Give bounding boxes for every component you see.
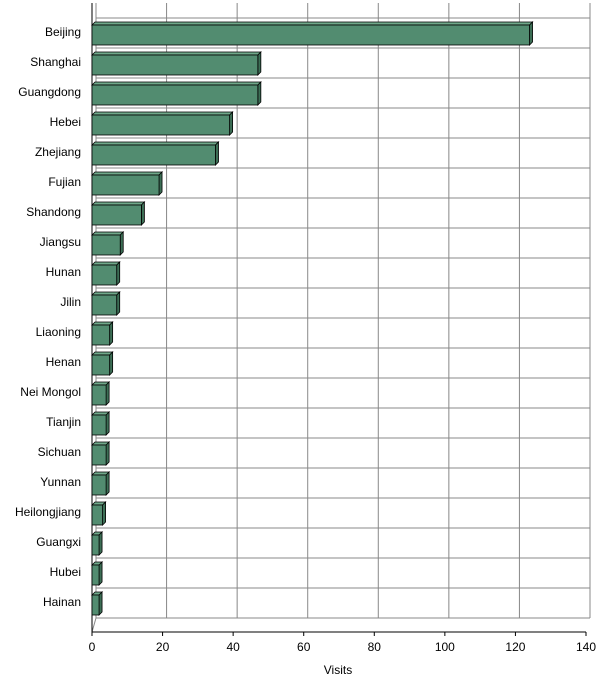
- bar-side: [102, 501, 106, 526]
- bar-side: [116, 291, 121, 316]
- bar-side: [215, 141, 219, 166]
- bar-side: [229, 111, 234, 136]
- bar: [91, 264, 118, 286]
- bar: [91, 294, 118, 316]
- x-tick-label: 140: [576, 640, 596, 654]
- y-tick-label: Hunan: [46, 265, 81, 279]
- bar-side: [116, 261, 121, 286]
- bar: [91, 204, 142, 226]
- bar-top: [91, 141, 220, 146]
- x-tick-label: 100: [435, 640, 455, 654]
- y-tick-label: Hubei: [50, 565, 81, 579]
- y-tick-label: Henan: [46, 355, 81, 369]
- x-tick-label: 40: [226, 640, 240, 654]
- bar: [91, 564, 100, 586]
- bar: [91, 24, 530, 46]
- x-tick-label: 80: [368, 640, 382, 654]
- bar-side: [105, 441, 110, 466]
- bar-top: [91, 231, 125, 236]
- x-axis-label: Visits: [324, 663, 352, 677]
- y-tick-label: Beijing: [45, 25, 81, 39]
- y-tick-label: Hebei: [50, 115, 81, 129]
- x-tick-label: 0: [89, 640, 96, 654]
- bar-top: [91, 171, 164, 176]
- bar-side: [105, 471, 110, 496]
- bar-side: [257, 51, 262, 76]
- bar-top: [91, 261, 121, 266]
- bar-top: [91, 111, 234, 116]
- bar: [91, 414, 107, 436]
- bar: [91, 84, 259, 106]
- bar: [91, 474, 107, 496]
- y-tick-label: Jiangsu: [40, 235, 81, 249]
- y-tick-label: Jilin: [60, 295, 81, 309]
- y-tick-label: Guangdong: [18, 85, 81, 99]
- bar: [91, 174, 160, 196]
- y-tick-label: Heilongjiang: [15, 505, 81, 519]
- bar: [91, 354, 111, 376]
- bar: [91, 444, 107, 466]
- bar-side: [257, 81, 262, 106]
- y-tick-label: Tianjin: [46, 415, 81, 429]
- bar-side: [98, 591, 103, 616]
- bar: [91, 324, 111, 346]
- y-tick-label: Nei Mongol: [20, 385, 81, 399]
- bar-side: [109, 321, 114, 346]
- y-tick-label: Guangxi: [36, 535, 81, 549]
- bar: [91, 114, 231, 136]
- bar-top: [91, 21, 534, 26]
- bar-top: [91, 51, 262, 56]
- y-tick-label: Shanghai: [30, 55, 81, 69]
- y-tick-label: Liaoning: [36, 325, 81, 339]
- x-tick-label: 60: [297, 640, 311, 654]
- bar-side: [529, 21, 533, 46]
- y-tick-label: Fujian: [48, 175, 81, 189]
- bar-top: [91, 291, 121, 296]
- bar-side: [105, 411, 110, 436]
- bar-top: [91, 81, 262, 86]
- bar: [91, 594, 100, 616]
- bar: [91, 234, 121, 256]
- bar: [91, 144, 216, 166]
- bar: [91, 534, 100, 556]
- bar: [91, 54, 259, 76]
- bar-top: [91, 201, 146, 206]
- bar: [91, 504, 103, 526]
- bar-side: [105, 381, 110, 406]
- bar-side: [98, 531, 103, 556]
- x-tick-label: 120: [505, 640, 525, 654]
- bar: [91, 384, 107, 406]
- y-tick-label: Shandong: [26, 205, 81, 219]
- bar-side: [158, 171, 163, 196]
- bar-side: [109, 351, 114, 376]
- bar-side: [119, 231, 124, 256]
- x-tick-label: 20: [156, 640, 170, 654]
- bar-side: [140, 201, 145, 226]
- y-tick-label: Zhejiang: [35, 145, 81, 159]
- y-tick-label: Yunnan: [40, 475, 81, 489]
- bar-side: [98, 561, 103, 586]
- y-tick-label: Sichuan: [38, 445, 81, 459]
- y-tick-label: Hainan: [43, 595, 81, 609]
